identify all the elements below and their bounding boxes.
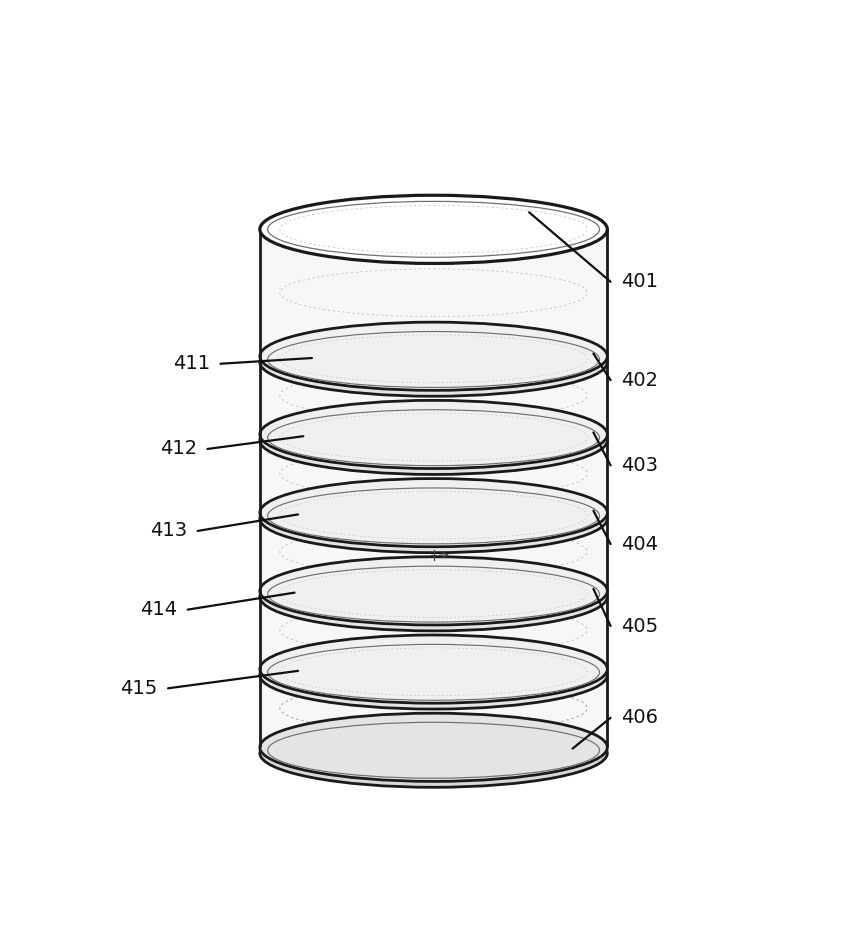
Text: 415: 415 <box>120 678 157 698</box>
Text: 402: 402 <box>621 371 658 390</box>
Ellipse shape <box>260 563 607 630</box>
Ellipse shape <box>260 485 607 552</box>
Text: 414: 414 <box>140 600 177 619</box>
Ellipse shape <box>260 635 607 703</box>
Ellipse shape <box>260 641 607 710</box>
Text: 404: 404 <box>621 534 658 553</box>
Ellipse shape <box>260 407 607 474</box>
Text: 403: 403 <box>621 455 658 475</box>
Ellipse shape <box>260 322 607 391</box>
Text: 401: 401 <box>621 272 658 292</box>
Bar <box>260 230 607 747</box>
Ellipse shape <box>260 400 607 469</box>
Text: 406: 406 <box>621 709 658 727</box>
Ellipse shape <box>260 479 607 547</box>
Ellipse shape <box>260 557 607 625</box>
Text: 413: 413 <box>150 521 187 540</box>
Text: 411: 411 <box>173 354 210 374</box>
Ellipse shape <box>260 713 607 781</box>
Text: 405: 405 <box>621 616 658 635</box>
Ellipse shape <box>260 328 607 396</box>
Ellipse shape <box>260 719 607 788</box>
Text: 412: 412 <box>160 439 197 458</box>
Ellipse shape <box>260 195 607 263</box>
